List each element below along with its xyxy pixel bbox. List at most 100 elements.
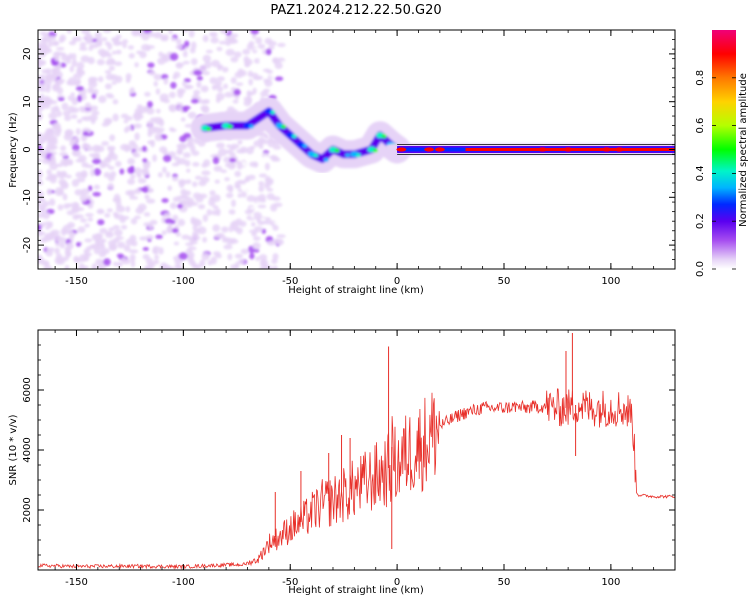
noise-blob — [311, 129, 318, 134]
noise-blob — [253, 58, 261, 64]
colorbar-tick-label: 0.0 — [695, 261, 706, 277]
noise-blob — [101, 141, 109, 146]
noise-blob — [76, 61, 85, 70]
noise-blob — [228, 185, 234, 193]
noise-blob — [177, 203, 183, 209]
noise-blob — [311, 45, 317, 50]
noise-blob — [262, 262, 268, 269]
noise-blob — [242, 162, 247, 167]
noise-blob — [244, 63, 250, 68]
noise-blob — [241, 184, 247, 189]
noise-blob — [101, 163, 111, 168]
noise-blob — [122, 39, 129, 44]
noise-blob — [253, 226, 263, 233]
noise-blob — [197, 226, 207, 235]
noise-blob — [93, 246, 101, 255]
noise-blob — [173, 156, 181, 161]
noise-blob — [120, 143, 130, 151]
noise-blob — [190, 216, 196, 225]
noise-blob — [81, 142, 89, 151]
noise-blob — [38, 61, 41, 66]
noise-blob — [187, 111, 197, 119]
noise-blob — [192, 223, 198, 232]
noise-blob — [45, 85, 51, 93]
noise-blob — [252, 76, 262, 81]
noise-blob — [237, 71, 244, 76]
noise-blob — [172, 74, 178, 80]
noise-blob — [241, 190, 247, 198]
noise-blob — [237, 193, 242, 198]
noise-blob — [108, 227, 115, 232]
noise-blob — [251, 231, 257, 237]
noise-blob — [62, 110, 71, 117]
noise-blob — [190, 58, 198, 66]
noise-blob — [84, 223, 90, 228]
noise-blob — [248, 78, 253, 86]
noise-blob — [51, 67, 57, 75]
noise-blob — [41, 158, 51, 164]
noise-blob — [59, 151, 68, 157]
noise-blob — [266, 193, 275, 201]
noise-blob — [258, 254, 268, 261]
noise-blob — [150, 117, 158, 122]
noise-blob — [241, 161, 246, 164]
noise-blob — [243, 100, 252, 107]
noise-blob — [45, 249, 53, 257]
noise-blob — [138, 106, 148, 114]
noise-blob — [230, 264, 239, 269]
noise-blob — [45, 234, 54, 239]
noise-blob — [290, 50, 295, 54]
noise-blob — [48, 112, 58, 120]
noise-blob — [182, 152, 191, 159]
noise-blob — [220, 169, 227, 174]
noise-blob — [263, 134, 269, 140]
noise-blob — [142, 247, 149, 251]
ridge-point — [206, 126, 212, 131]
noise-blob — [99, 227, 108, 234]
noise-blob — [150, 139, 156, 148]
noise-blob — [84, 33, 92, 40]
noise-blob — [76, 118, 83, 124]
ridge-point — [381, 134, 387, 139]
noise-blob — [201, 170, 211, 176]
noise-blob — [250, 30, 259, 35]
noise-blob — [272, 57, 278, 63]
noise-blob — [57, 204, 64, 211]
ridge-point — [372, 148, 378, 153]
noise-blob — [154, 255, 160, 260]
noise-blob — [50, 142, 56, 151]
noise-blob — [168, 91, 176, 99]
noise-blob — [46, 188, 52, 196]
noise-blob — [315, 69, 320, 73]
noise-blob — [233, 51, 242, 58]
noise-blob — [168, 30, 173, 35]
noise-blob — [84, 253, 90, 262]
noise-blob — [250, 206, 255, 210]
noise-blob — [124, 116, 133, 121]
noise-blob — [196, 81, 202, 89]
snr-ylabel: SNR (10 * v/v) — [8, 414, 19, 485]
noise-blob — [50, 134, 55, 140]
noise-blob — [125, 190, 134, 196]
noise-blob — [218, 148, 228, 157]
noise-blob — [38, 140, 45, 145]
noise-blob — [217, 86, 224, 93]
noise-blob — [210, 37, 219, 44]
noise-blob — [177, 90, 184, 99]
noise-blob — [174, 258, 183, 265]
noise-blob — [112, 99, 119, 105]
noise-blob — [54, 256, 63, 265]
noise-blob — [138, 32, 146, 37]
noise-blob — [251, 214, 255, 219]
noise-blob — [139, 236, 148, 241]
y-tick-label: 4000 — [22, 437, 33, 462]
ridge-point — [302, 143, 308, 148]
noise-blob — [90, 168, 95, 177]
noise-blob — [79, 194, 88, 202]
noise-blob — [76, 177, 86, 183]
snr-xlabel: Height of straight line (km) — [288, 585, 424, 596]
noise-blob — [89, 105, 99, 111]
noise-blob — [96, 209, 105, 214]
noise-blob — [57, 237, 67, 243]
